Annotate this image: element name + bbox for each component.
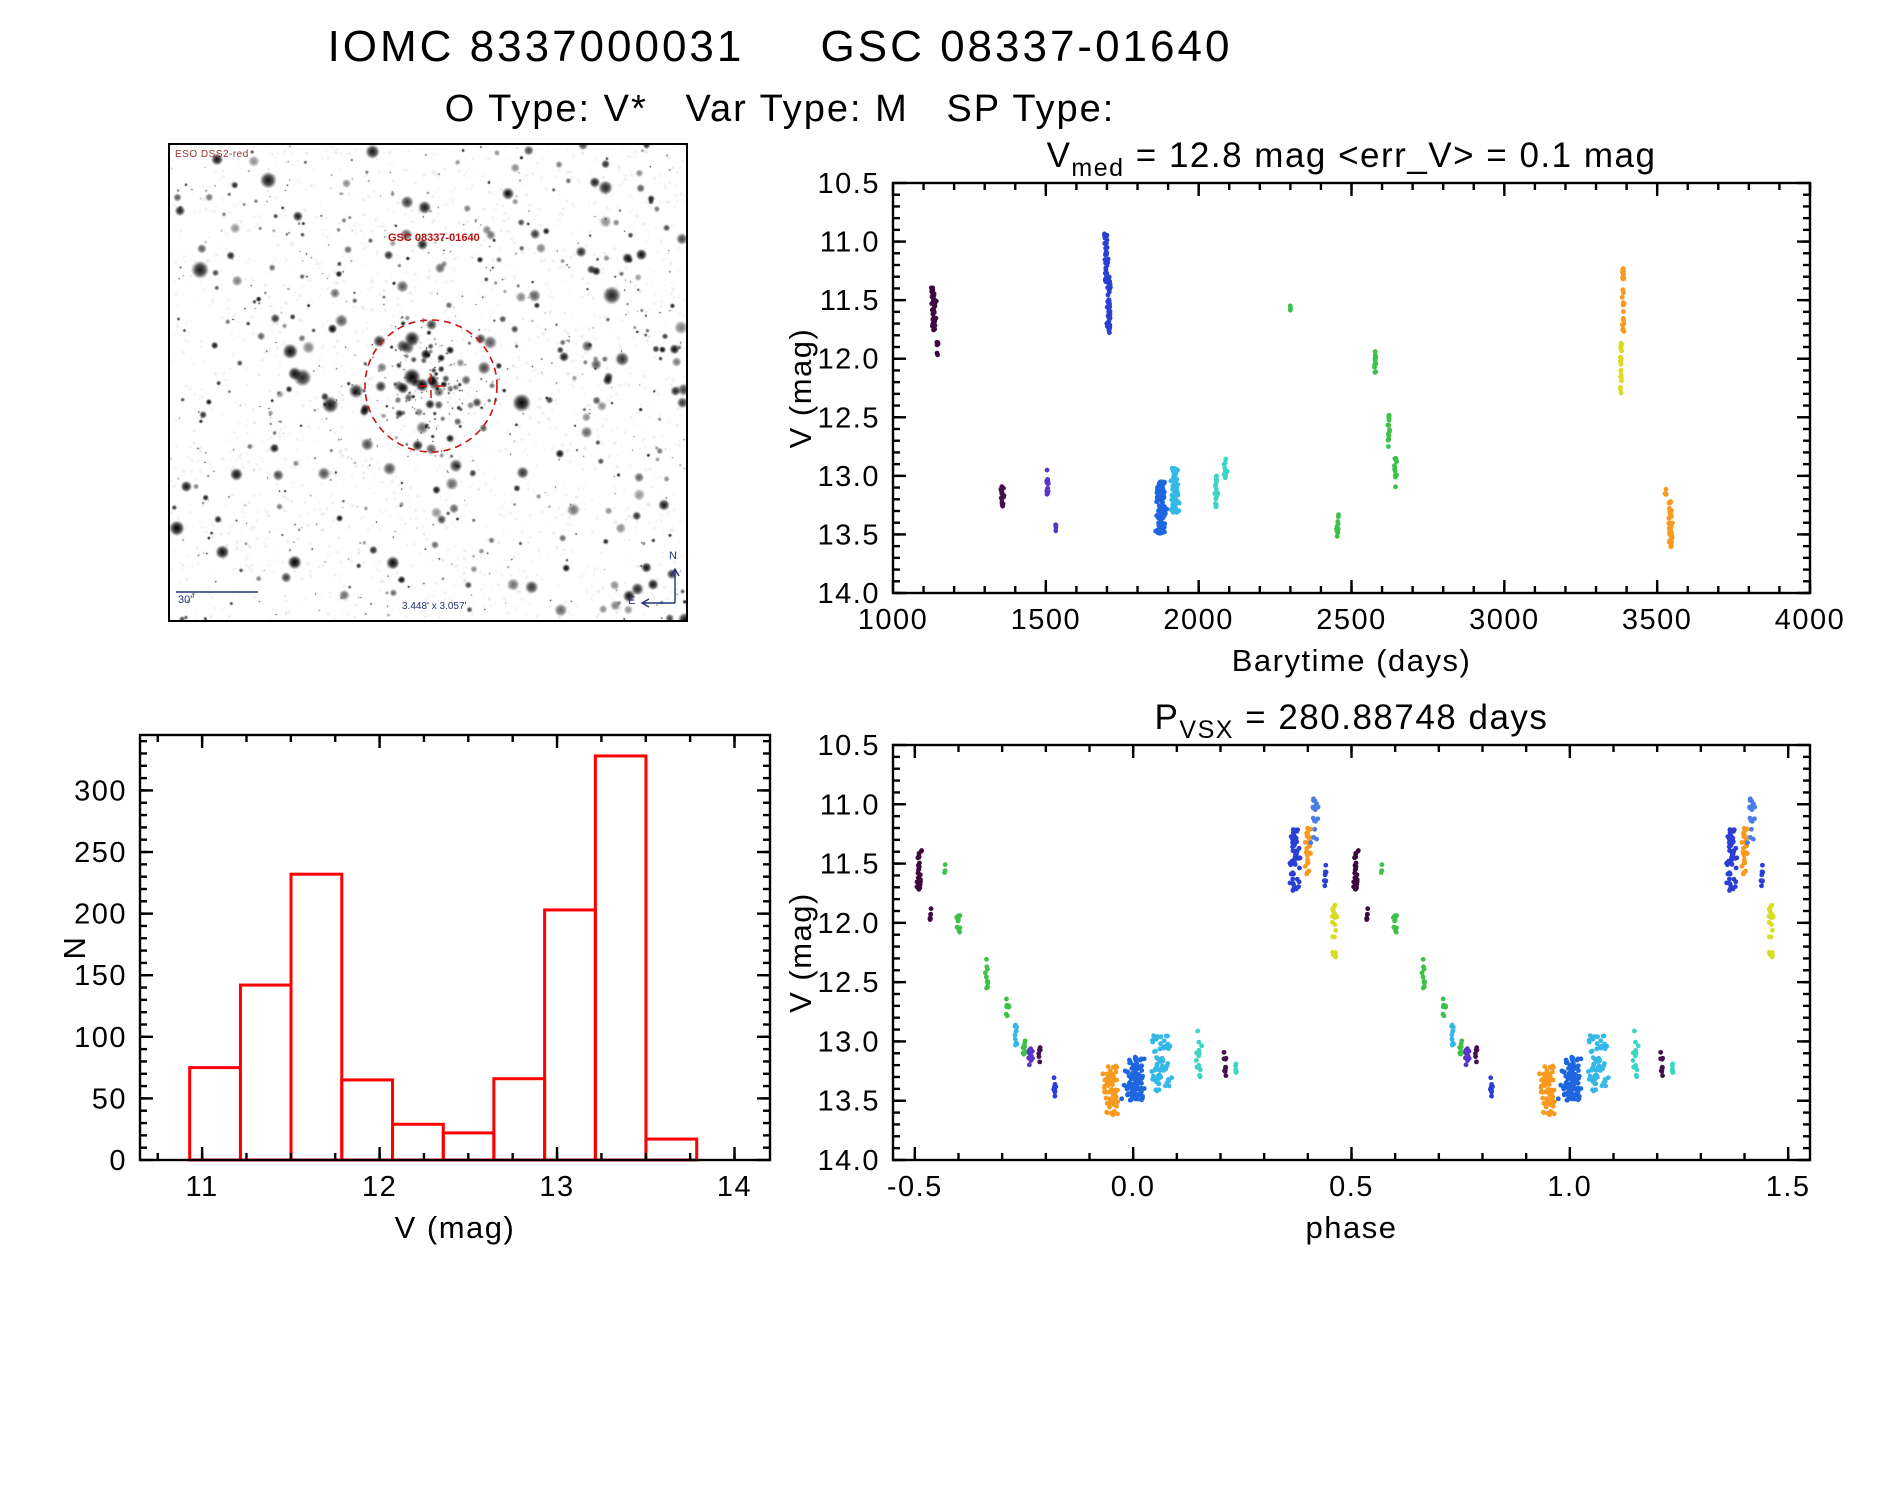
fov-label: 3.448' x 3.057' [402, 601, 467, 612]
compass-north-label: N [669, 550, 677, 562]
svg-text:14: 14 [717, 1171, 752, 1203]
svg-text:-0.5: -0.5 [887, 1171, 943, 1203]
svg-text:0.0: 0.0 [1111, 1171, 1156, 1203]
svg-text:N: N [57, 936, 92, 960]
svg-text:phase: phase [1306, 1210, 1398, 1245]
svg-text:12.0: 12.0 [818, 908, 880, 940]
svg-text:V (mag): V (mag) [783, 328, 818, 449]
svg-text:150: 150 [74, 960, 127, 992]
svg-text:0.5: 0.5 [1329, 1171, 1374, 1203]
svg-text:3500: 3500 [1622, 604, 1693, 636]
svg-text:12: 12 [362, 1171, 397, 1203]
svg-text:50: 50 [92, 1083, 127, 1115]
svg-text:V (mag): V (mag) [783, 892, 818, 1013]
svg-text:100: 100 [74, 1022, 127, 1054]
svg-text:12.5: 12.5 [818, 402, 880, 434]
svg-text:10.5: 10.5 [818, 168, 880, 200]
svg-text:3000: 3000 [1469, 604, 1540, 636]
svg-text:13.5: 13.5 [818, 519, 880, 551]
svg-text:1000: 1000 [858, 604, 929, 636]
svg-text:1.0: 1.0 [1547, 1171, 1592, 1203]
svg-text:12.5: 12.5 [818, 967, 880, 999]
survey-label: ESO DSS2-red [175, 149, 249, 160]
compass-east-label: E [628, 595, 636, 607]
magnitude-histogram-plot: 11 12 13 14 0 50 100 150 200 250 300 V (mag) N [57, 733, 772, 1245]
svg-text:11.0: 11.0 [820, 789, 880, 821]
svg-text:V (mag): V (mag) [395, 1210, 516, 1245]
svg-text:1.5: 1.5 [1766, 1171, 1811, 1203]
svg-text:1500: 1500 [1011, 604, 1082, 636]
svg-text:Vmed = 12.8 mag <err_V> = 0.1: Vmed = 12.8 mag <err_V> = 0.1 mag [1047, 138, 1657, 182]
svg-text:12.0: 12.0 [818, 344, 880, 376]
svg-text:13.5: 13.5 [818, 1086, 880, 1118]
svg-text:2000: 2000 [1163, 604, 1234, 636]
svg-text:0: 0 [109, 1145, 127, 1177]
svg-text:Barytime (days): Barytime (days) [1232, 643, 1472, 678]
svg-text:300: 300 [74, 775, 127, 807]
svg-text:PVSX = 280.88748 days: PVSX = 280.88748 days [1155, 698, 1549, 744]
svg-text:250: 250 [74, 837, 127, 869]
svg-text:14.0: 14.0 [818, 578, 880, 610]
svg-text:2500: 2500 [1316, 604, 1387, 636]
svg-text:200: 200 [74, 899, 127, 931]
svg-text:4000: 4000 [1775, 604, 1846, 636]
svg-text:13.0: 13.0 [818, 461, 880, 493]
svg-text:11: 11 [186, 1171, 219, 1203]
page-subtitle: O Type: V* Var Type: M SP Type: [444, 88, 1116, 130]
page-title: IOMC 8337000031 GSC 08337-01640 [327, 22, 1233, 71]
svg-text:11.5: 11.5 [820, 285, 880, 317]
lightcurve-plot: 1000 1500 2000 2500 3000 3500 4000 10.5 11.0 11.5… [783, 138, 1846, 678]
target-label: GSC 08337-01640 [388, 232, 480, 244]
finder-chart: ESO DSS2-red GSC 08337-01640 30" 3.448' … [168, 143, 688, 622]
svg-text:10.5: 10.5 [818, 730, 880, 762]
finder-overlay [176, 319, 680, 608]
svg-text:13: 13 [539, 1171, 574, 1203]
svg-text:11.5: 11.5 [820, 849, 880, 881]
svg-text:13.0: 13.0 [818, 1026, 880, 1058]
svg-text:11.0: 11.0 [820, 227, 880, 259]
scale-bar-label: 30" [178, 594, 195, 606]
svg-text:14.0: 14.0 [818, 1145, 880, 1177]
phase-folded-plot: -0.5 0.0 0.5 1.0 1.5 10.5 11.0 11.5 12.0 12.5 13.0… [783, 698, 1812, 1245]
star-field-image [170, 145, 686, 620]
